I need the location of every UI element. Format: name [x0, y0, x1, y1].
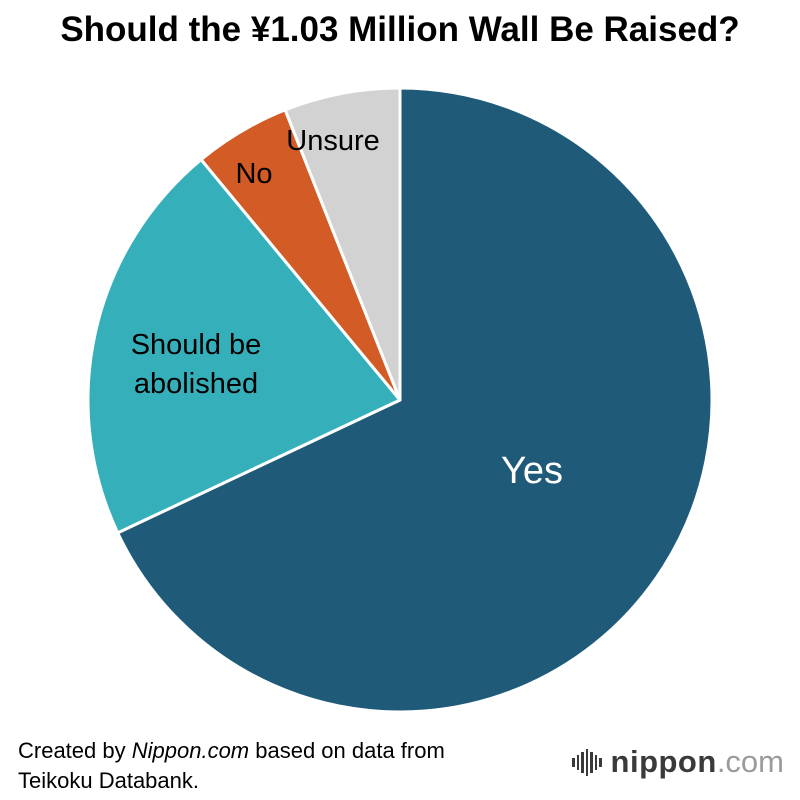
pie-chart [85, 85, 715, 715]
slice-label-no: No [235, 158, 273, 190]
credit-suffix: based on data from [249, 738, 445, 763]
slice-label-should-be-abolished: Should be abolished [130, 329, 262, 401]
pie-slice-yes [116, 86, 714, 714]
pie-slice-should-be-abolished [86, 158, 402, 535]
credit-line2: Teikoku Databank. [18, 768, 199, 794]
credit-prefix: Created by [18, 738, 132, 763]
pie-slice-unsure [283, 86, 402, 402]
slice-label-yes: Yes [501, 450, 563, 492]
logo-text: nippon.com [611, 744, 784, 780]
credit-brand: Nippon.com [131, 738, 250, 763]
nippon-logo: nippon.com [572, 744, 784, 780]
pie-chart-svg [86, 86, 714, 714]
source-credit: Created by Nippon.com based on data from… [18, 736, 445, 797]
soundwave-bars-icon [572, 747, 602, 777]
logo-tld: .com [716, 744, 784, 779]
logo-name: nippon [610, 744, 717, 779]
slice-label-unsure: Unsure [286, 125, 380, 157]
chart-title: Should the ¥1.03 Million Wall Be Raised? [60, 10, 740, 49]
